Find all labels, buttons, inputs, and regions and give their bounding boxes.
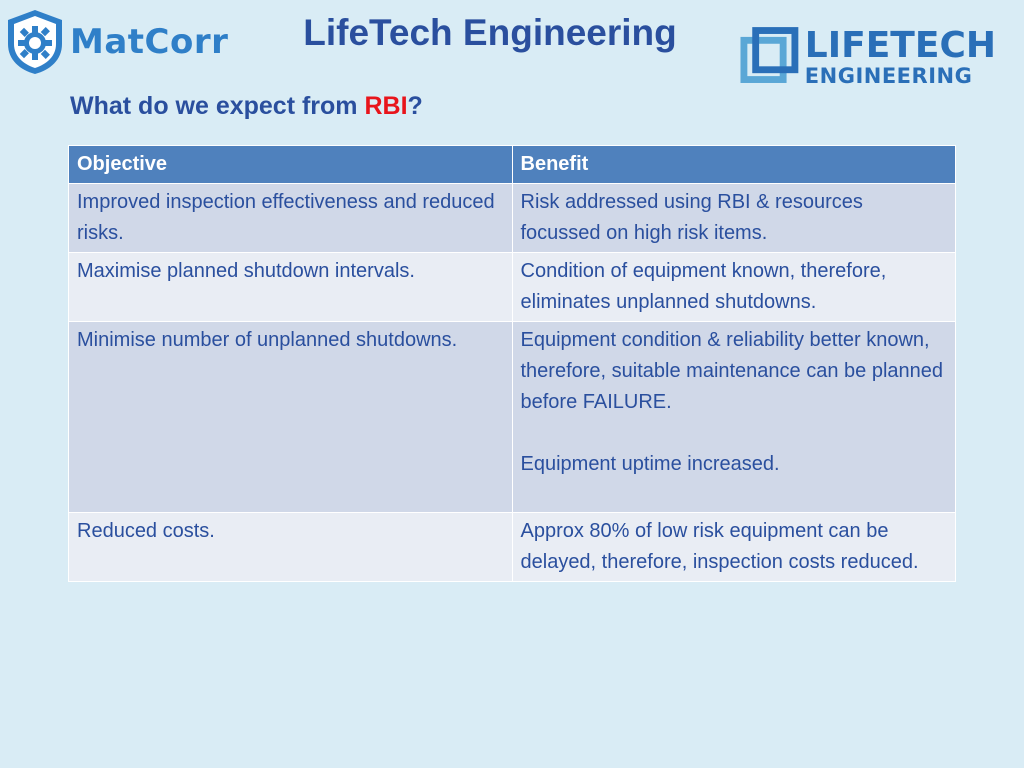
subtitle-suffix: ?: [407, 92, 423, 120]
benefit-extra-text: Equipment uptime increased.: [520, 453, 780, 475]
benefit-cell: Equipment condition & reliability better…: [511, 321, 956, 513]
gear-shield-logo-icon: [8, 10, 62, 74]
objective-benefit-table: Objective Benefit Improved inspection ef…: [68, 145, 956, 582]
benefit-cell: Risk addressed using RBI & resources foc…: [511, 183, 956, 253]
table-header-row: Objective Benefit: [68, 145, 956, 184]
benefit-cell: Approx 80% of low risk equipment can be …: [511, 512, 956, 582]
subtitle-prefix: What do we expect from: [70, 92, 365, 120]
subtitle-highlight: RBI: [364, 92, 408, 120]
objective-cell: Improved inspection effectiveness and re…: [68, 183, 513, 253]
table-row: Minimise number of unplanned shutdowns. …: [68, 321, 956, 513]
table-row: Maximise planned shutdown intervals. Con…: [68, 252, 956, 322]
lifetech-logo-line2: ENGINEERING: [804, 63, 973, 88]
table-row: Reduced costs. Approx 80% of low risk eq…: [68, 512, 956, 582]
table-row: Improved inspection effectiveness and re…: [68, 183, 956, 253]
column-header-benefit: Benefit: [511, 145, 956, 184]
lifetech-logo: LIFETECH ENGINEERING: [740, 26, 996, 88]
objective-cell: Minimise number of unplanned shutdowns.: [68, 321, 513, 513]
matcorr-logo-text: MatCorr: [70, 22, 229, 62]
lifetech-square-logo-icon: [740, 27, 799, 83]
objective-cell: Reduced costs.: [68, 512, 513, 582]
benefit-text: Equipment condition & reliability better…: [520, 329, 944, 413]
column-header-objective: Objective: [68, 145, 513, 184]
matcorr-logo: MatCorr: [4, 8, 236, 76]
slide-subtitle: What do we expect from RBI?: [70, 92, 423, 121]
benefit-cell: Condition of equipment known, therefore,…: [511, 252, 956, 322]
lifetech-logo-line1: LIFETECH: [804, 24, 996, 66]
objective-cell: Maximise planned shutdown intervals.: [68, 252, 513, 322]
page-title: LifeTech Engineering: [303, 12, 677, 53]
